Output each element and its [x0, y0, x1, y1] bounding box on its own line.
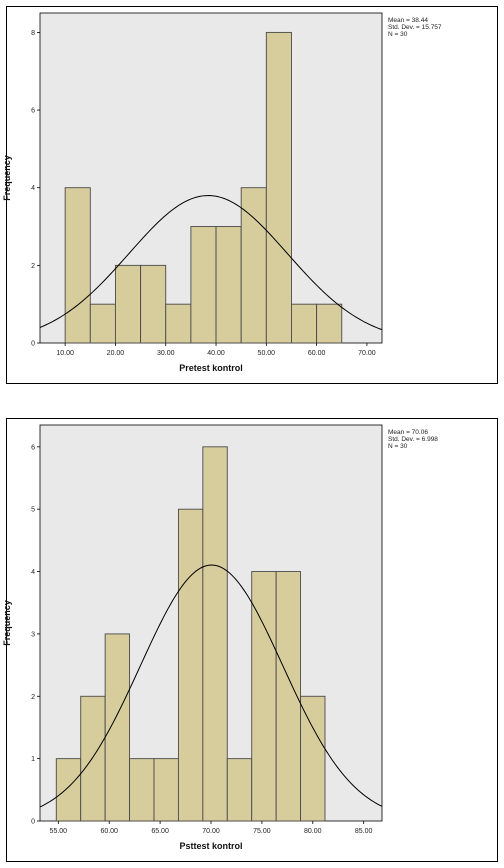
y-tick-label: 0 — [31, 819, 35, 826]
x-tick-label: 65.00 — [151, 828, 169, 835]
histogram-bar — [291, 303, 318, 344]
histogram-bar — [300, 695, 326, 822]
x-tick-label: 75.00 — [253, 828, 271, 835]
histogram-bar — [190, 226, 217, 344]
normal-curve — [39, 564, 383, 808]
y-tick-label: 6 — [31, 444, 35, 451]
x-tick-label: 55.00 — [50, 828, 68, 835]
histogram-chart-pretest: 0 2 4 6 8 10.00 20.00 30.00 40.00 50.00 60.00 70.00… — [2, 12, 442, 373]
stats-line: N = 30 — [388, 31, 408, 38]
x-tick-label: 10.00 — [56, 350, 74, 357]
y-axis-title: Frequency — [2, 155, 12, 201]
stats-line: Std. Dev. = 6.998 — [388, 436, 438, 443]
histogram-bar — [89, 303, 116, 344]
histogram-chart-posttest: 0 1 2 3 4 5 6 55.00 60.00 65.00 70.00 75.00 80.00 85.… — [2, 424, 438, 851]
histogram-panel-posttest: 0 1 2 3 4 5 6 55.00 60.00 65.00 70.00 75.00 80.00 85.… — [2, 418, 498, 862]
histogram-bar — [104, 633, 131, 822]
x-tick-label: 70.00 — [202, 828, 220, 835]
x-tick-label: 70.00 — [358, 350, 376, 357]
histogram-bar — [215, 226, 242, 344]
histogram-bar — [80, 695, 106, 822]
y-tick-label: 4 — [31, 569, 35, 576]
histogram-bar — [114, 264, 142, 344]
histogram-bar — [64, 187, 91, 344]
histogram-bar — [140, 264, 167, 344]
histogram-bar — [226, 758, 253, 822]
y-tick-label: 2 — [31, 263, 35, 270]
x-axis-title: Pretest kontrol — [179, 363, 243, 373]
x-axis-title: Psttest kontrol — [179, 841, 242, 851]
x-tick-label: 80.00 — [304, 828, 322, 835]
histogram-bar — [177, 508, 204, 822]
x-tick-label: 30.00 — [157, 350, 175, 357]
stats-line: Std. Dev. = 15.757 — [388, 24, 442, 31]
y-tick-label: 0 — [31, 341, 35, 348]
histogram-bar — [251, 571, 277, 822]
histogram-bar — [316, 303, 343, 344]
histogram-bar — [129, 758, 155, 822]
histogram-panel-pretest: 0 2 4 6 8 10.00 20.00 30.00 40.00 50.00 60.00 70.00… — [2, 6, 498, 384]
x-tick-label: 20.00 — [107, 350, 125, 357]
x-tick-label: 85.00 — [355, 828, 373, 835]
histogram-bar — [202, 446, 228, 822]
x-tick-label: 60.00 — [100, 828, 118, 835]
histogram-bar — [240, 187, 267, 344]
histogram-bar — [55, 758, 82, 822]
y-tick-label: 8 — [31, 30, 35, 37]
y-axis-title: Frequency — [2, 600, 12, 646]
histogram-bar — [153, 758, 179, 822]
y-tick-label: 6 — [31, 108, 35, 115]
x-tick-label: 60.00 — [308, 350, 326, 357]
normal-curve — [39, 195, 383, 331]
histogram-bar — [265, 31, 292, 344]
stats-line: Mean = 70.06 — [388, 429, 428, 436]
stats-line: Mean = 38.44 — [388, 17, 428, 24]
y-tick-label: 4 — [31, 185, 35, 192]
histogram-bar — [165, 303, 192, 344]
x-tick-label: 40.00 — [207, 350, 225, 357]
x-tick-label: 50.00 — [258, 350, 276, 357]
y-tick-label: 1 — [31, 756, 35, 763]
y-tick-label: 3 — [31, 631, 35, 638]
y-tick-label: 5 — [31, 507, 35, 514]
y-tick-label: 2 — [31, 694, 35, 701]
stats-line: N = 30 — [388, 443, 408, 450]
